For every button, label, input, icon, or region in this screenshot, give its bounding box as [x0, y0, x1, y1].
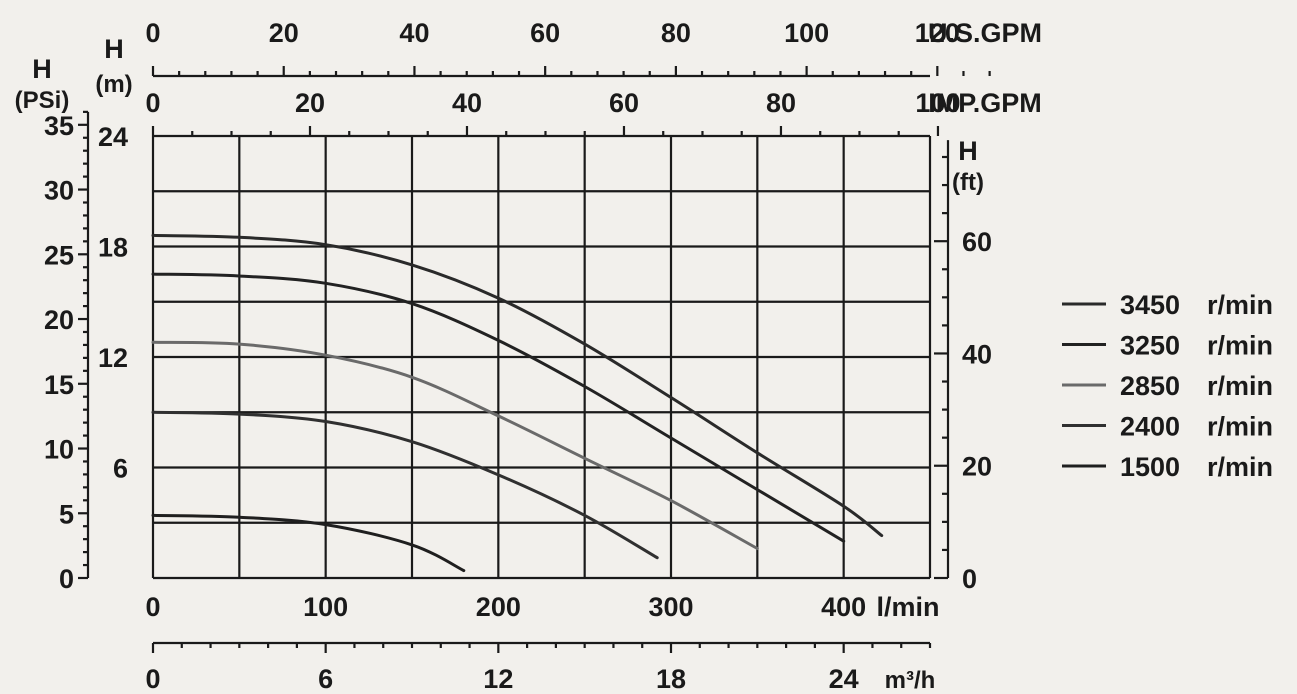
- legend-unit-3450: r/min: [1207, 290, 1273, 320]
- x-tick-label-impgpm: 80: [766, 88, 796, 118]
- x-tick-label-m3h: 18: [656, 664, 686, 694]
- x-axis-title-m3h: m³/h: [885, 667, 936, 694]
- curve-2400-rpm: [151, 410, 659, 560]
- x-tick-label-lpm: 400: [821, 592, 866, 622]
- plot-grid: [151, 134, 932, 580]
- x-tick-label-impgpm: 60: [609, 88, 639, 118]
- x-tick-label-lpm: 300: [648, 592, 693, 622]
- y-axis-title-ft-line1: H: [958, 136, 978, 166]
- x-tick-label-usgpm: 0: [145, 18, 160, 48]
- legend-unit-3250: r/min: [1207, 331, 1273, 361]
- y-tick-label-psi: 25: [44, 240, 74, 270]
- x-tick-label-lpm: 200: [476, 592, 521, 622]
- y-tick-label-psi: 20: [44, 305, 74, 335]
- x-tick-label-impgpm: 40: [452, 88, 482, 118]
- x-tick-label-impgpm: 20: [295, 88, 325, 118]
- y-tick-label-m: 18: [98, 233, 128, 263]
- x-tick-label-impgpm: 0: [145, 88, 160, 118]
- y-axis-title-m-line2: (m): [95, 71, 132, 98]
- legend-unit-1500: r/min: [1207, 452, 1273, 482]
- y-tick-label-psi: 5: [59, 499, 74, 529]
- x-tick-label-usgpm: 60: [530, 18, 560, 48]
- y-tick-label-m: 12: [98, 343, 128, 373]
- performance-curves: [151, 233, 884, 573]
- y-tick-label-ft: 40: [962, 339, 992, 369]
- legend-label-2400: 2400: [1120, 412, 1180, 442]
- chart-axes: [78, 66, 991, 653]
- y-tick-label-psi: 35: [44, 111, 74, 141]
- y-tick-label-m: 6: [113, 454, 128, 484]
- y-axis-title-ft-line2: (ft): [952, 169, 984, 196]
- y-tick-label-ft: 20: [962, 452, 992, 482]
- x-tick-label-lpm: 0: [145, 592, 160, 622]
- y-tick-label-psi: 30: [44, 176, 74, 206]
- curve-2850-rpm: [151, 340, 759, 550]
- x-tick-label-impgpm: 100: [915, 88, 960, 118]
- y-tick-label-psi: 10: [44, 435, 74, 465]
- y-tick-label-ft: 60: [962, 227, 992, 257]
- x-tick-label-m3h: 0: [145, 664, 160, 694]
- y-axis-title-m-line1: H: [104, 34, 124, 64]
- curve-3450-rpm: [151, 233, 884, 538]
- legend-label-2850: 2850: [1120, 371, 1180, 401]
- y-tick-label-psi: 0: [59, 564, 74, 594]
- x-axis-title-usgpm: U.S.GPM: [928, 18, 1042, 48]
- y-tick-label-ft: 0: [962, 564, 977, 594]
- x-tick-label-usgpm: 100: [784, 18, 829, 48]
- legend-label-3450: 3450: [1120, 290, 1180, 320]
- legend-unit-2400: r/min: [1207, 412, 1273, 442]
- curve-1500-rpm: [151, 513, 466, 573]
- x-tick-label-usgpm: 120: [915, 18, 960, 48]
- y-axis-title-psi-line1: H: [32, 54, 52, 84]
- legend-label-3250: 3250: [1120, 331, 1180, 361]
- y-axis-title-psi-line2: (PSi): [15, 87, 70, 114]
- legend: 3450 r/min 3250 r/min 2850 r/min 2400 r/min 1500…: [1062, 290, 1273, 482]
- x-tick-label-m3h: 24: [829, 664, 859, 694]
- x-tick-label-usgpm: 20: [269, 18, 299, 48]
- curve-3250-rpm: [151, 272, 846, 543]
- y-tick-label-m: 24: [98, 122, 128, 152]
- x-tick-label-usgpm: 80: [661, 18, 691, 48]
- x-tick-label-lpm: 100: [303, 592, 348, 622]
- y-tick-label-psi: 15: [44, 370, 74, 400]
- x-axis-title-lpm: l/min: [876, 592, 939, 622]
- x-axis-title-impgpm: IMP.GPM: [928, 88, 1042, 118]
- x-tick-label-m3h: 6: [318, 664, 333, 694]
- x-tick-label-m3h: 12: [483, 664, 513, 694]
- x-tick-label-usgpm: 40: [399, 18, 429, 48]
- axis-labels: 6121824H(m)05101520253035H(PSi)0204060H(…: [15, 18, 1042, 694]
- legend-unit-2850: r/min: [1207, 371, 1273, 401]
- legend-label-1500: 1500: [1120, 452, 1180, 482]
